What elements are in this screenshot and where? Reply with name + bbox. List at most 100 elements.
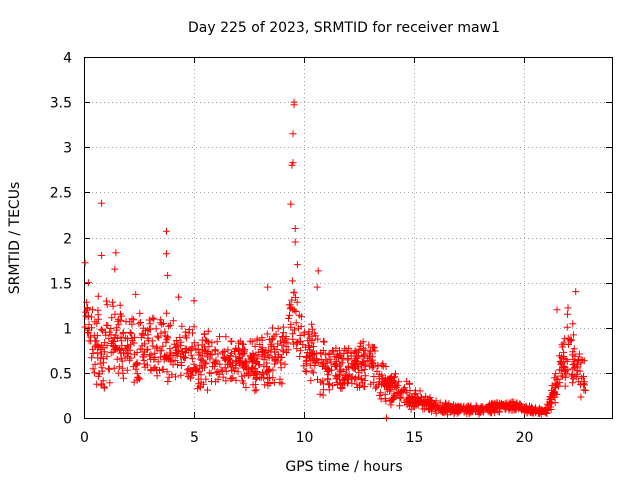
- data-point: [106, 379, 114, 387]
- data-point: [557, 361, 565, 369]
- data-point: [376, 392, 384, 399]
- data-point: [274, 325, 282, 333]
- data-point: [388, 379, 396, 386]
- data-point: [107, 325, 115, 332]
- data-point: [312, 359, 320, 367]
- data-point: [169, 317, 177, 325]
- data-point: [93, 349, 101, 357]
- data-point: [164, 334, 172, 342]
- data-point: [327, 359, 335, 367]
- data-point: [298, 313, 305, 321]
- data-point: [140, 360, 148, 368]
- data-point: [93, 319, 101, 327]
- data-point: [107, 349, 115, 357]
- data-point: [165, 373, 173, 381]
- data-point: [365, 349, 373, 357]
- data-point: [463, 402, 471, 410]
- data-point: [357, 374, 365, 382]
- data-point: [141, 340, 148, 348]
- y-tick-label: 0.5: [50, 367, 72, 383]
- data-point: [360, 351, 368, 359]
- data-point: [452, 405, 460, 413]
- data-point: [581, 381, 588, 389]
- data-point: [100, 383, 108, 391]
- data-point: [171, 357, 179, 364]
- data-point: [440, 402, 448, 410]
- data-point: [220, 347, 228, 355]
- data-point: [126, 329, 134, 336]
- data-point: [82, 312, 90, 320]
- data-point: [390, 390, 398, 398]
- data-point: [325, 366, 333, 374]
- data-point: [261, 350, 269, 358]
- data-point: [484, 403, 492, 411]
- data-point: [211, 346, 219, 354]
- data-point: [122, 318, 130, 325]
- data-point: [136, 309, 144, 317]
- data-point: [550, 388, 558, 396]
- data-point: [282, 333, 290, 340]
- data-point: [415, 399, 423, 407]
- data-point: [121, 354, 129, 362]
- data-point: [286, 301, 294, 309]
- data-point: [117, 333, 125, 341]
- data-point: [337, 366, 345, 374]
- data-point: [89, 345, 97, 353]
- data-point: [498, 402, 505, 410]
- data-point: [290, 98, 298, 106]
- data-point: [474, 408, 482, 416]
- data-point: [102, 297, 110, 305]
- data-point: [403, 377, 411, 385]
- data-point: [112, 249, 120, 257]
- data-point: [84, 279, 92, 287]
- data-point: [493, 398, 501, 406]
- data-point: [310, 342, 317, 350]
- data-point: [432, 402, 440, 410]
- data-point: [153, 343, 161, 351]
- data-point: [182, 328, 190, 336]
- data-point: [447, 408, 454, 416]
- data-point: [367, 380, 375, 388]
- data-point: [248, 338, 256, 346]
- data-point: [84, 328, 91, 336]
- data-point: [534, 409, 542, 417]
- data-point: [392, 370, 399, 378]
- data-point: [188, 368, 196, 376]
- data-point: [561, 373, 569, 381]
- data-point: [159, 320, 167, 327]
- y-tick-label: 3: [63, 141, 72, 157]
- data-point: [383, 414, 390, 422]
- data-point: [89, 365, 97, 373]
- data-point: [403, 389, 411, 397]
- data-point: [222, 333, 230, 341]
- data-point: [221, 354, 229, 362]
- y-tick-label: 0: [63, 412, 72, 428]
- data-point: [388, 372, 396, 380]
- data-point: [224, 346, 232, 354]
- data-point: [326, 355, 334, 363]
- data-point: [554, 375, 562, 383]
- data-point: [214, 368, 222, 376]
- data-point: [292, 294, 299, 301]
- data-point: [526, 406, 534, 414]
- data-point: [551, 381, 559, 389]
- data-point: [117, 316, 125, 324]
- data-point: [166, 321, 174, 329]
- x-tick-label: 0: [80, 430, 89, 446]
- data-point: [292, 308, 300, 315]
- data-point: [430, 403, 438, 411]
- data-point: [445, 400, 453, 408]
- data-point: [154, 358, 162, 366]
- data-point: [581, 387, 589, 394]
- data-point: [135, 320, 143, 328]
- data-point: [329, 348, 337, 356]
- data-point: [324, 381, 332, 389]
- data-point: [169, 361, 177, 369]
- data-point: [146, 352, 154, 360]
- data-point: [351, 375, 359, 383]
- data-point: [94, 292, 102, 300]
- data-point: [579, 380, 587, 388]
- data-point: [204, 386, 211, 394]
- data-point: [306, 361, 314, 369]
- data-point: [219, 349, 227, 357]
